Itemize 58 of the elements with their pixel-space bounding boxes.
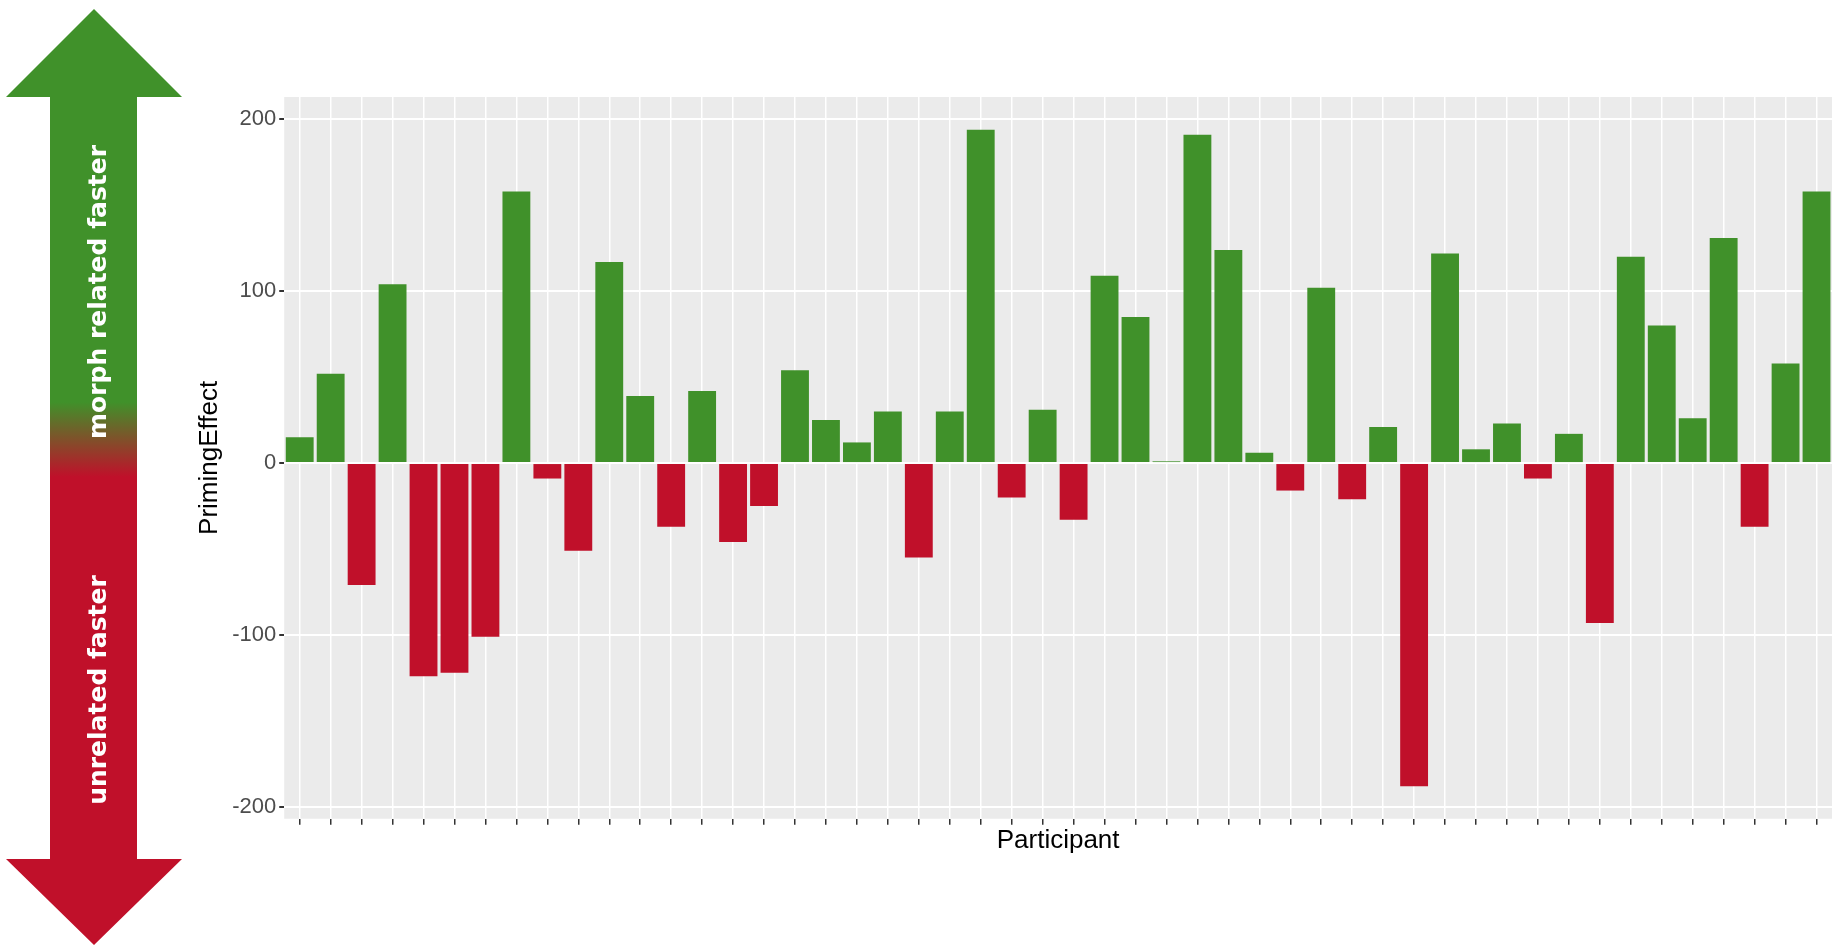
bar <box>1059 464 1088 520</box>
bar <box>378 284 407 463</box>
bar <box>1802 191 1831 463</box>
bar <box>657 464 686 527</box>
y-tick-label: -100 <box>232 620 277 646</box>
bar <box>1121 316 1150 463</box>
bar <box>904 464 933 558</box>
bar <box>1771 363 1800 463</box>
bar <box>966 129 995 463</box>
bar <box>564 464 593 551</box>
y-tick-label: 0 <box>263 449 277 475</box>
bar <box>502 191 531 463</box>
bar <box>1740 464 1769 527</box>
y-tick-label: 200 <box>239 105 277 131</box>
bar <box>347 464 376 586</box>
text: unrelated faster <box>82 575 112 805</box>
bar <box>1709 237 1738 463</box>
bar <box>533 464 562 479</box>
bar <box>626 396 655 463</box>
bar <box>471 464 500 637</box>
y-axis-title: PrimingEffect <box>192 380 223 535</box>
y-tick-label: 100 <box>239 277 277 303</box>
bar <box>1616 256 1645 463</box>
bar <box>1369 426 1398 463</box>
bar <box>935 411 964 463</box>
bar <box>1183 134 1212 463</box>
bar <box>409 464 438 677</box>
bar <box>285 437 314 463</box>
bar <box>316 373 345 463</box>
text: morph related faster <box>82 144 112 440</box>
bar <box>1585 464 1614 623</box>
bar <box>1647 325 1676 463</box>
bar <box>812 420 840 463</box>
bar <box>873 411 902 463</box>
bar <box>1307 287 1336 463</box>
bar <box>1400 464 1429 787</box>
bar <box>1493 423 1521 463</box>
bar <box>1245 452 1274 463</box>
bar <box>1276 464 1305 491</box>
bar <box>1338 464 1367 500</box>
bar <box>1523 464 1552 479</box>
bar <box>1214 249 1243 463</box>
bar <box>1431 253 1459 463</box>
bar <box>719 464 748 543</box>
bar <box>1678 418 1707 463</box>
bar <box>842 442 871 463</box>
x-axis-title: Participant <box>996 823 1121 854</box>
y-tick-label: -200 <box>232 792 277 818</box>
bar <box>1028 409 1057 463</box>
bar <box>440 464 469 673</box>
bar <box>688 390 717 463</box>
bar <box>750 464 778 507</box>
bar <box>997 464 1026 498</box>
bar <box>1554 433 1583 463</box>
bar <box>781 370 809 463</box>
bar <box>1462 449 1490 463</box>
bar <box>595 261 624 463</box>
bar <box>1090 275 1119 463</box>
